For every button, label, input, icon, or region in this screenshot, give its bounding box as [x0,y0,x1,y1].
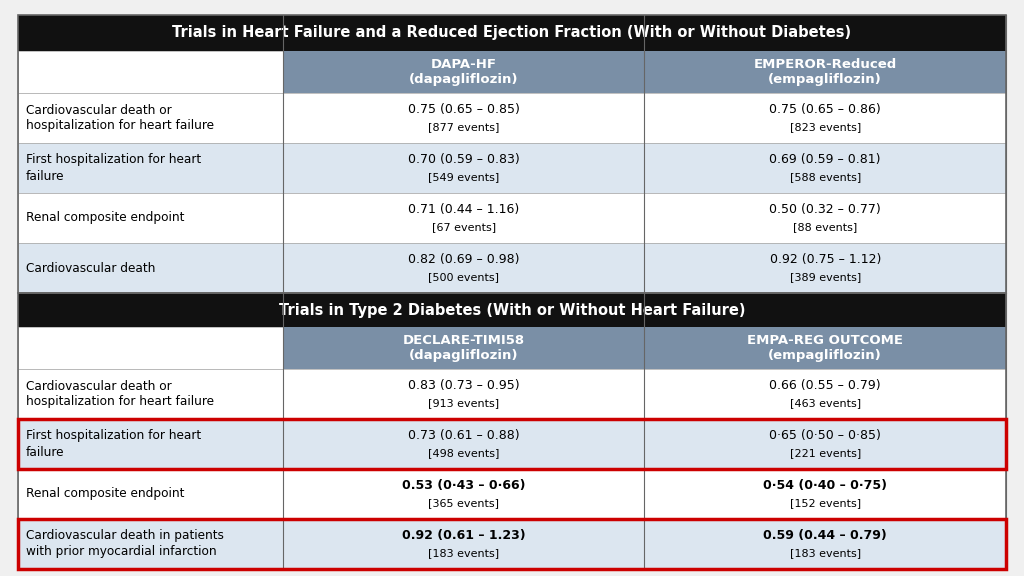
Text: Renal composite endpoint: Renal composite endpoint [26,211,184,225]
Text: [389 events]: [389 events] [790,272,861,282]
Text: [67 events]: [67 events] [431,222,496,232]
Text: [823 events]: [823 events] [790,122,861,132]
Text: 0.71 (0.44 – 1.16): 0.71 (0.44 – 1.16) [408,203,519,217]
Text: [365 events]: [365 events] [428,498,499,508]
Text: First hospitalization for heart
failure: First hospitalization for heart failure [26,430,201,458]
Text: [588 events]: [588 events] [790,172,861,182]
Bar [18,419,1006,469]
Text: [183 events]: [183 events] [790,548,861,558]
Text: 0.69 (0.59 – 0.81): 0.69 (0.59 – 0.81) [769,153,881,166]
Text: DAPA-HF
(dapagliflozin): DAPA-HF (dapagliflozin) [409,58,518,86]
Text: [877 events]: [877 events] [428,122,500,132]
Text: 0.92 (0.75 – 1.12): 0.92 (0.75 – 1.12) [769,253,881,267]
Text: 0·65 (0·50 – 0·85): 0·65 (0·50 – 0·85) [769,430,881,442]
Text: 0.70 (0.59 – 0.83): 0.70 (0.59 – 0.83) [408,153,519,166]
Bar [644,327,1006,369]
Bar [283,327,644,369]
Text: 0·54 (0·40 – 0·75): 0·54 (0·40 – 0·75) [763,479,887,492]
Bar [18,519,1006,569]
Text: 0.75 (0.65 – 0.86): 0.75 (0.65 – 0.86) [769,104,881,116]
Text: [913 events]: [913 events] [428,398,499,408]
Bar [18,293,1006,327]
Bar [644,51,1006,93]
Text: [463 events]: [463 events] [790,398,861,408]
Text: [549 events]: [549 events] [428,172,500,182]
Text: 0.66 (0.55 – 0.79): 0.66 (0.55 – 0.79) [769,380,881,392]
Bar [18,93,1006,143]
Text: [498 events]: [498 events] [428,448,500,458]
Text: 0.92 (0.61 – 1.23): 0.92 (0.61 – 1.23) [401,529,525,543]
Text: Cardiovascular death: Cardiovascular death [26,262,156,275]
Bar [18,15,1006,51]
Bar [18,51,283,93]
Text: 0.53 (0·43 – 0·66): 0.53 (0·43 – 0·66) [401,479,525,492]
Bar [18,243,1006,293]
Text: [88 events]: [88 events] [793,222,857,232]
Bar [18,143,1006,193]
Bar [18,469,1006,519]
Text: EMPEROR-Reduced
(empagliflozin): EMPEROR-Reduced (empagliflozin) [754,58,897,86]
Text: EMPA-REG OUTCOME
(empagliflozin): EMPA-REG OUTCOME (empagliflozin) [748,334,903,362]
Text: Renal composite endpoint: Renal composite endpoint [26,487,184,501]
Text: Trials in Heart Failure and a Reduced Ejection Fraction (With or Without Diabete: Trials in Heart Failure and a Reduced Ej… [172,25,852,40]
Text: First hospitalization for heart
failure: First hospitalization for heart failure [26,153,201,183]
Text: [152 events]: [152 events] [790,498,861,508]
Bar [18,519,1006,569]
Text: 0.59 (0.44 – 0.79): 0.59 (0.44 – 0.79) [763,529,887,543]
Bar [18,15,1006,293]
Bar [18,419,1006,469]
Text: Trials in Type 2 Diabetes (With or Without Heart Failure): Trials in Type 2 Diabetes (With or Witho… [279,302,745,317]
Text: Cardiovascular death or
hospitalization for heart failure: Cardiovascular death or hospitalization … [26,380,214,408]
Text: DECLARE-TIMI58
(dapagliflozin): DECLARE-TIMI58 (dapagliflozin) [402,334,524,362]
Text: 0.83 (0.73 – 0.95): 0.83 (0.73 – 0.95) [408,380,519,392]
Bar [18,193,1006,243]
Text: 0.73 (0.61 – 0.88): 0.73 (0.61 – 0.88) [408,430,519,442]
Text: 0.82 (0.69 – 0.98): 0.82 (0.69 – 0.98) [408,253,519,267]
Text: [183 events]: [183 events] [428,548,499,558]
Text: Cardiovascular death in patients
with prior myocardial infarction: Cardiovascular death in patients with pr… [26,529,224,559]
Text: [500 events]: [500 events] [428,272,499,282]
Text: [221 events]: [221 events] [790,448,861,458]
Bar [18,369,1006,419]
Bar [18,293,1006,569]
Bar [283,51,644,93]
Text: 0.50 (0.32 – 0.77): 0.50 (0.32 – 0.77) [769,203,881,217]
Text: Cardiovascular death or
hospitalization for heart failure: Cardiovascular death or hospitalization … [26,104,214,132]
Bar [18,327,283,369]
Text: 0.75 (0.65 – 0.85): 0.75 (0.65 – 0.85) [408,104,519,116]
